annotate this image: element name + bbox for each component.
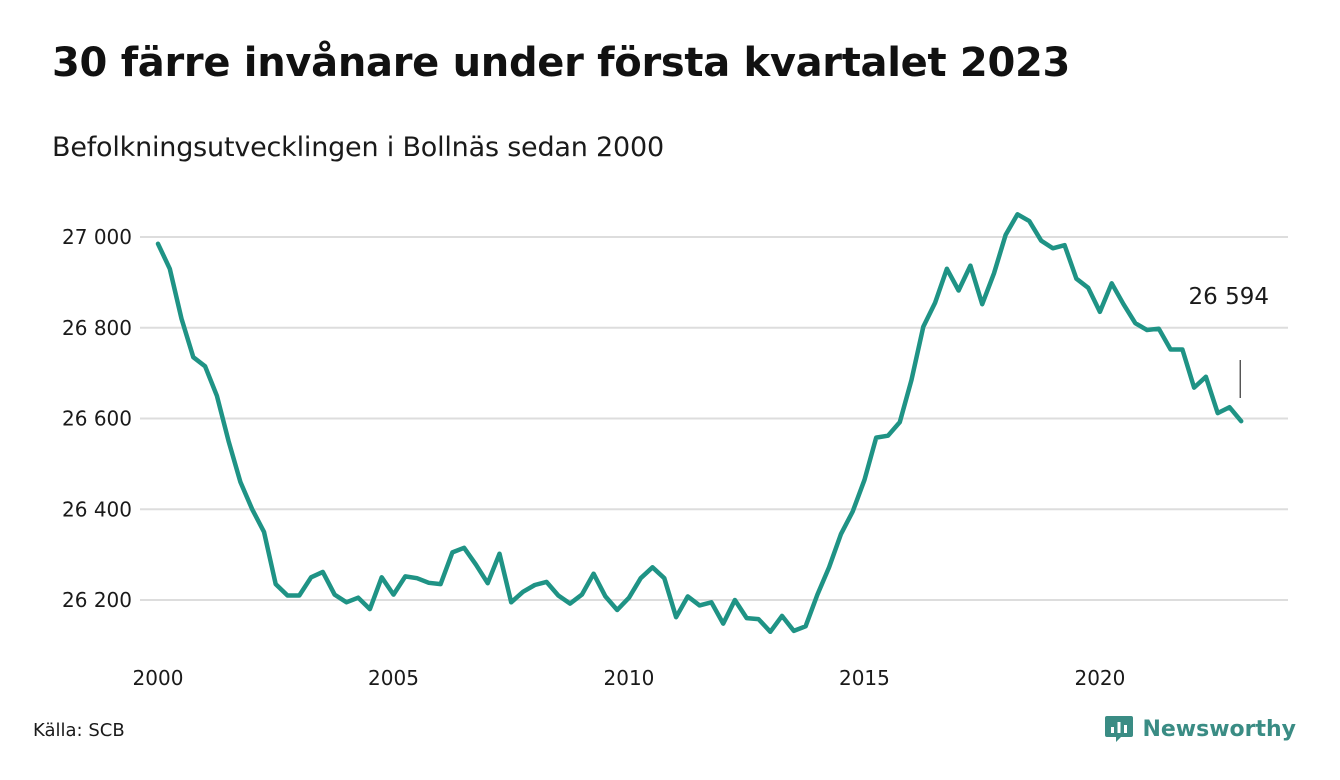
x-axis-ticks: 2000 2005 2010 2015 2020 bbox=[133, 666, 1126, 690]
gridlines bbox=[140, 236, 1288, 601]
y-tick-label: 26 200 bbox=[62, 588, 132, 612]
x-tick-label: 2005 bbox=[368, 666, 419, 690]
y-tick-label: 26 800 bbox=[62, 316, 132, 340]
end-value-label: 26 594 bbox=[1189, 284, 1269, 310]
series-line bbox=[155, 212, 1244, 635]
x-tick-label: 2015 bbox=[839, 666, 890, 690]
y-axis-ticks: 26 200 26 400 26 600 26 800 27 000 bbox=[62, 225, 132, 612]
chart-title: 30 färre invånare under första kvartalet… bbox=[52, 40, 1071, 86]
series bbox=[155, 212, 1244, 635]
brand-name: Newsworthy bbox=[1142, 716, 1296, 742]
x-tick-label: 2000 bbox=[133, 666, 184, 690]
end-annotation: 26 594 bbox=[1189, 284, 1269, 398]
brand-logo: Newsworthy bbox=[1104, 714, 1296, 744]
x-tick-label: 2010 bbox=[604, 666, 655, 690]
y-tick-label: 26 400 bbox=[62, 497, 132, 521]
newsworthy-logo-icon bbox=[1105, 716, 1134, 742]
y-tick-label: 26 600 bbox=[62, 407, 132, 431]
x-tick-label: 2020 bbox=[1074, 666, 1125, 690]
source-note: Källa: SCB bbox=[33, 720, 125, 741]
chart-subtitle: Befolkningsutvecklingen i Bollnäs sedan … bbox=[52, 132, 664, 163]
y-tick-label: 27 000 bbox=[62, 225, 132, 249]
